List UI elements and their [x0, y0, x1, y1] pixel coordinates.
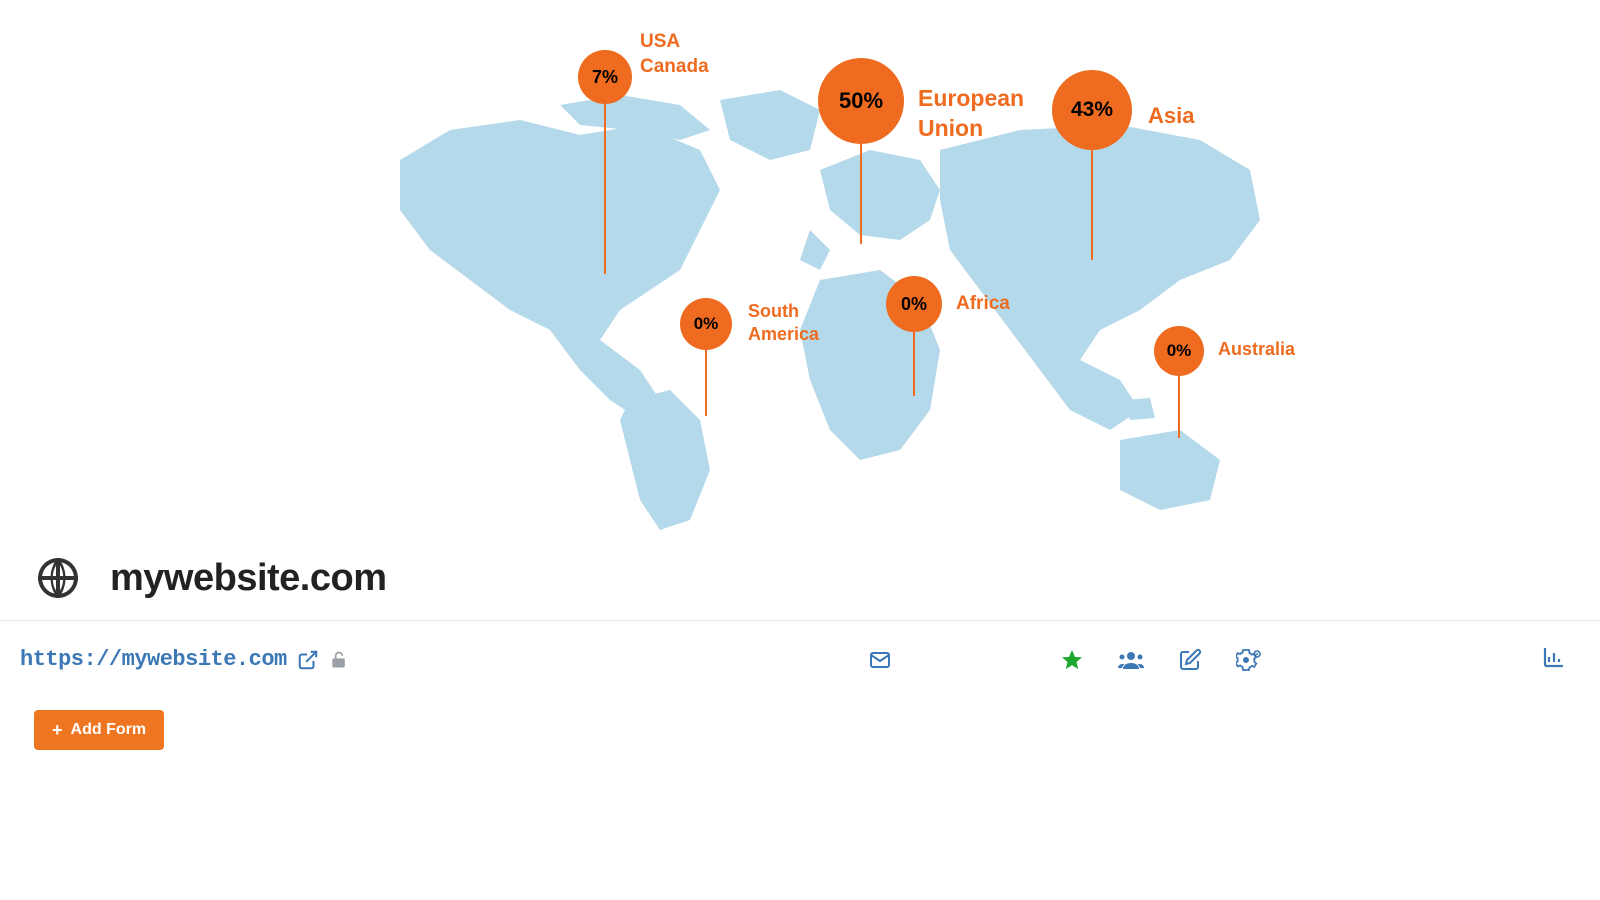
- add-form-label: Add Form: [71, 721, 147, 739]
- plus-icon: +: [52, 721, 63, 739]
- bubble-label-usa_canada: USACanada: [640, 30, 709, 79]
- bubble-usa_canada: 7%: [578, 50, 632, 104]
- world-map: [380, 80, 1280, 540]
- world-map-panel: 7%USACanada 50%EuropeanUnion 43% Asia 0% Sout…: [0, 0, 1600, 540]
- bubble-label-asia: Asia: [1148, 102, 1194, 131]
- mail-icon[interactable]: [868, 648, 892, 672]
- bubble-australia: 0%: [1154, 326, 1204, 376]
- external-link-icon[interactable]: [297, 649, 319, 671]
- bubble-stem-south_america: [705, 350, 707, 416]
- site-header: mywebsite.com: [0, 540, 1600, 621]
- bubble-stem-european_union: [860, 144, 862, 244]
- users-icon[interactable]: [1118, 648, 1144, 672]
- bubble-stem-australia: [1178, 376, 1180, 438]
- site-title: mywebsite.com: [110, 557, 387, 600]
- globe-icon: [34, 554, 82, 602]
- bubble-label-africa: Africa: [956, 292, 1010, 317]
- add-form-button[interactable]: + Add Form: [34, 710, 164, 750]
- toolbar: https://mywebsite.com: [0, 621, 1600, 674]
- chart-icon[interactable]: [1542, 645, 1566, 674]
- bubble-south_america: 0%: [680, 298, 732, 350]
- site-url-link[interactable]: https://mywebsite.com: [20, 647, 287, 672]
- star-icon[interactable]: [1060, 648, 1084, 672]
- bubble-label-australia: Australia: [1218, 338, 1295, 361]
- bubble-stem-asia: [1091, 150, 1093, 260]
- bubble-stem-africa: [913, 332, 915, 396]
- edit-icon[interactable]: [1178, 648, 1202, 672]
- bubble-label-south_america: SouthAmerica: [748, 300, 819, 347]
- bubble-european_union: 50%: [818, 58, 904, 144]
- bubble-stem-usa_canada: [604, 104, 606, 274]
- unlock-icon: [329, 650, 349, 670]
- settings-icon[interactable]: [1236, 648, 1262, 672]
- bubble-asia: 43%: [1052, 70, 1132, 150]
- bubble-label-european_union: EuropeanUnion: [918, 84, 1024, 144]
- bubble-africa: 0%: [886, 276, 942, 332]
